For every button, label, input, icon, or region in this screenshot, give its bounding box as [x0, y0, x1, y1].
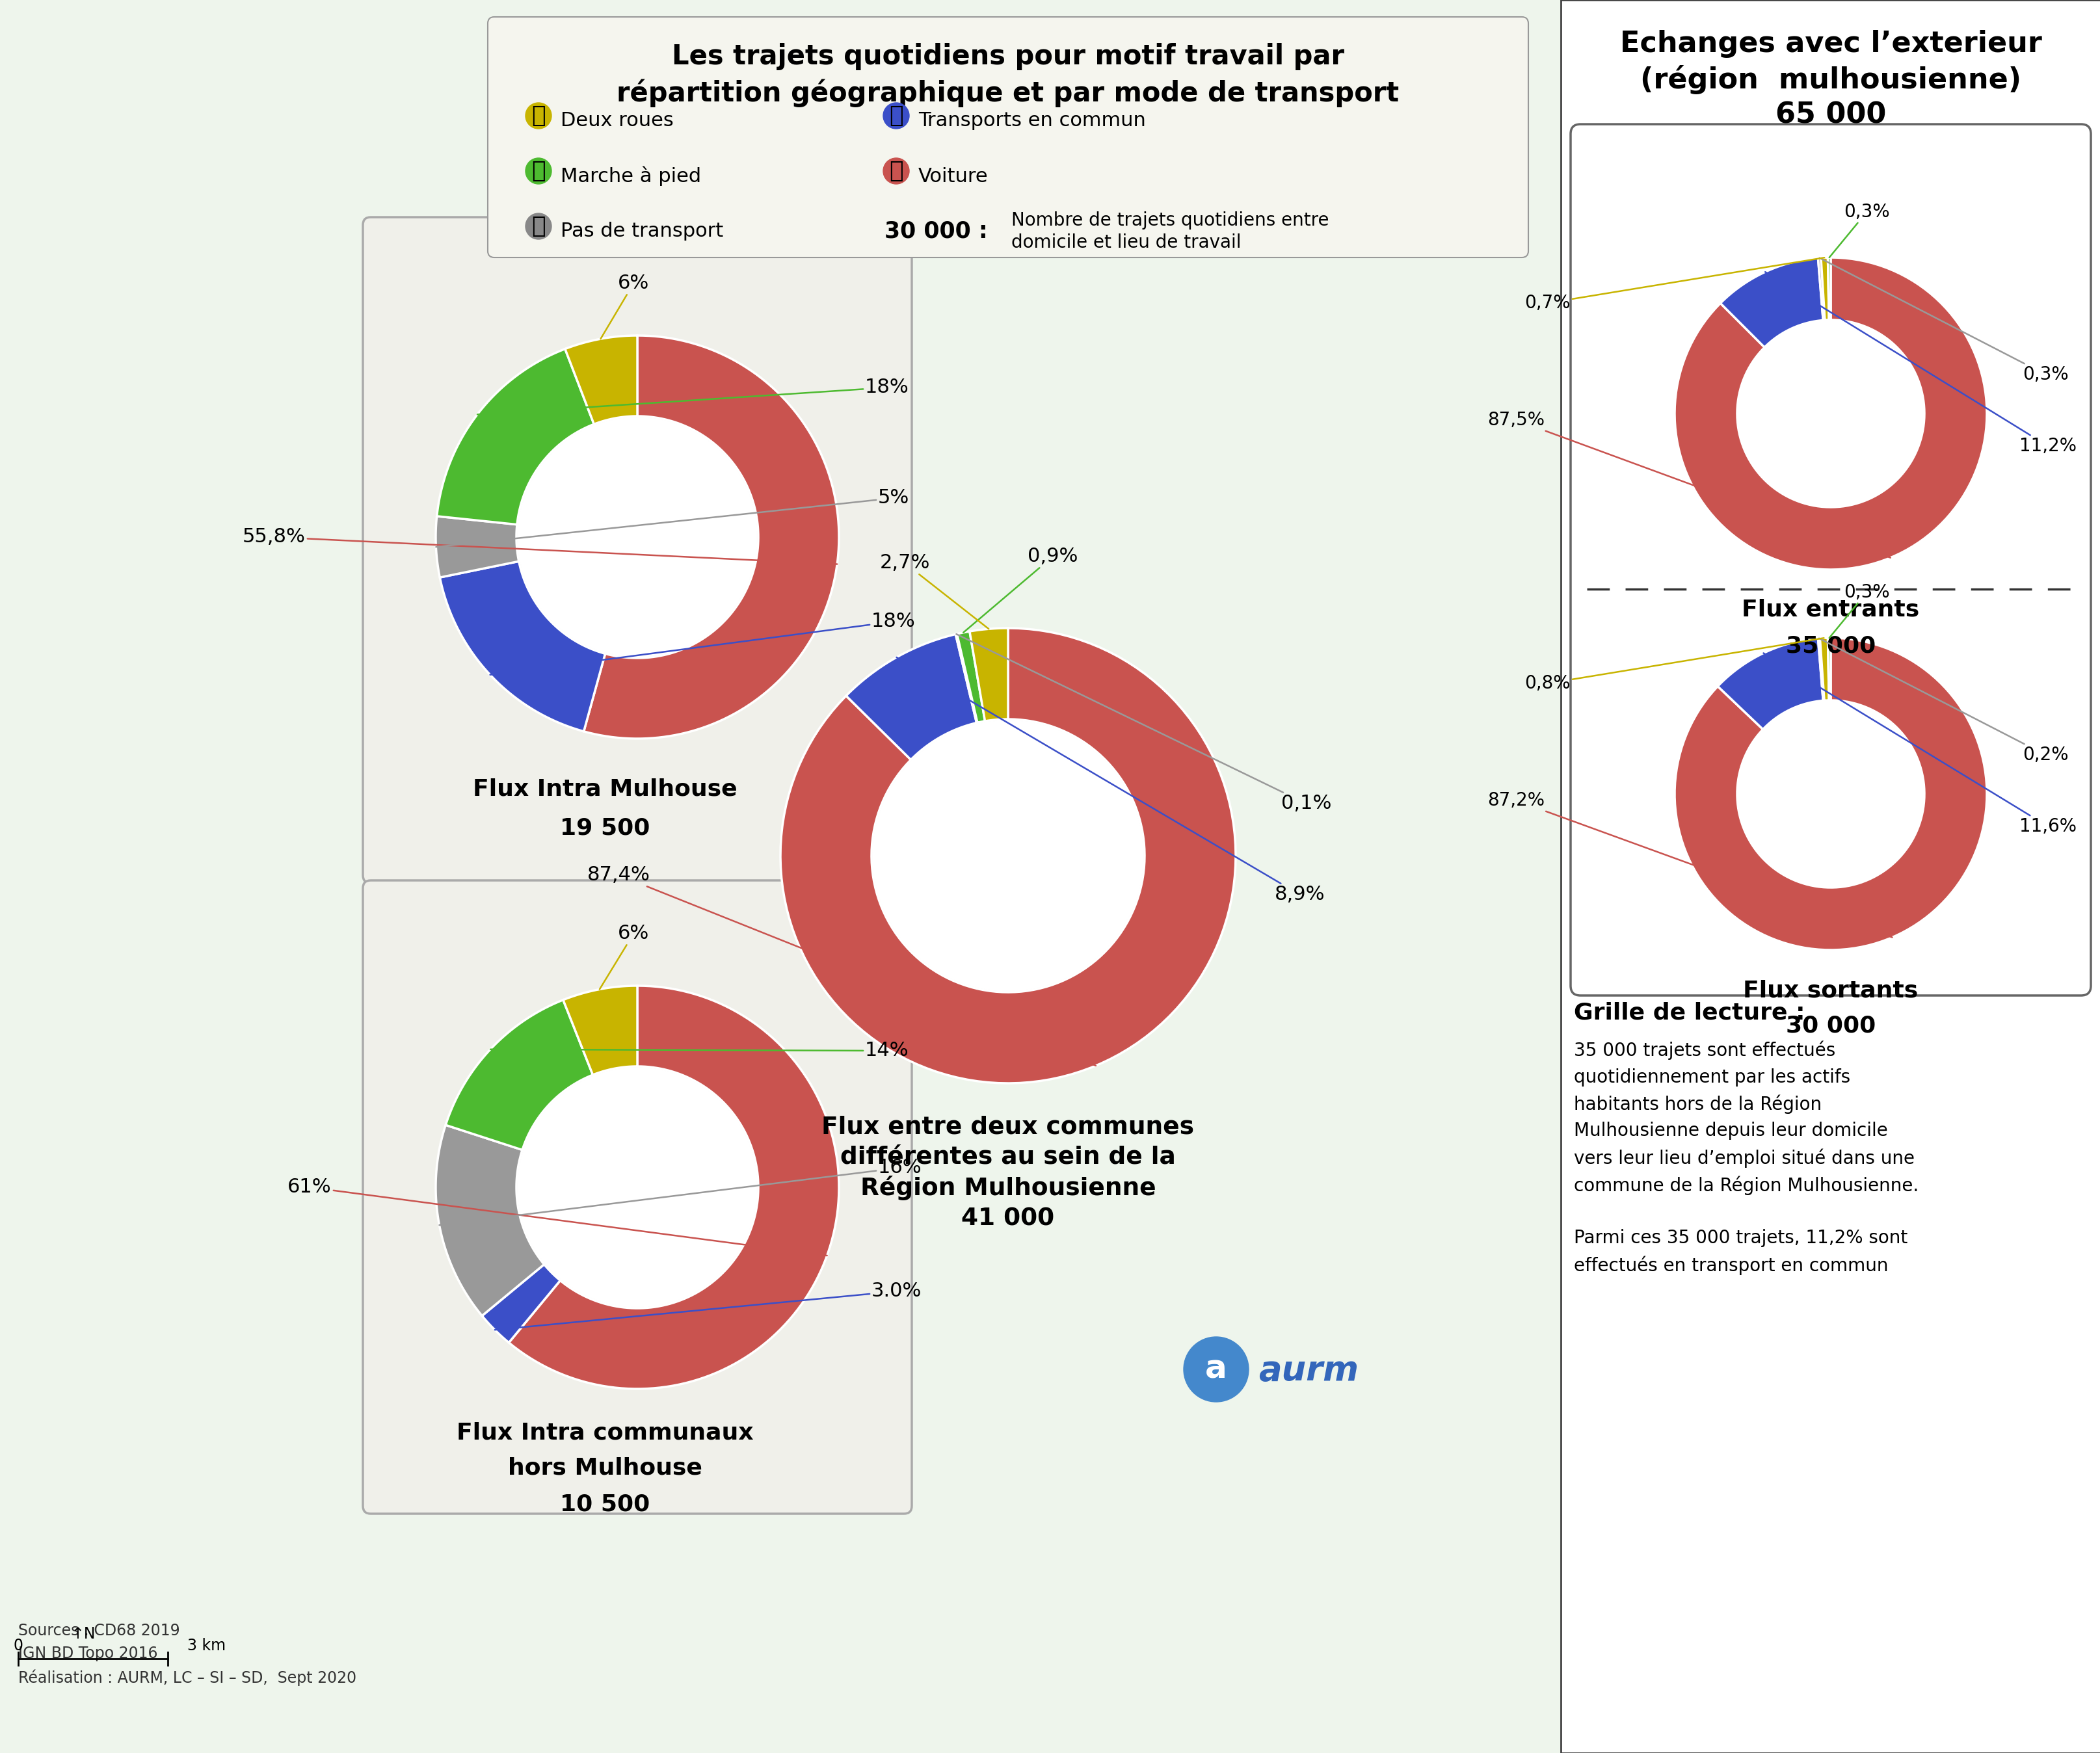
- Polygon shape: [563, 985, 636, 1075]
- Text: Grille de lecture :: Grille de lecture :: [1573, 1003, 1804, 1024]
- Text: 30 000: 30 000: [1785, 1015, 1875, 1038]
- Polygon shape: [781, 628, 1235, 1083]
- Text: 18%: 18%: [477, 379, 909, 414]
- Text: 0: 0: [13, 1637, 23, 1653]
- Text: 0,9%: 0,9%: [964, 547, 1077, 633]
- FancyBboxPatch shape: [1571, 124, 2090, 996]
- Text: 0,2%: 0,2%: [1819, 638, 2068, 764]
- Text: 6%: 6%: [598, 924, 649, 989]
- Text: 10 500: 10 500: [561, 1494, 649, 1515]
- Text: 19 500: 19 500: [561, 817, 649, 838]
- Polygon shape: [508, 985, 838, 1388]
- Text: Echanges avec l’exterieur
(région  mulhousienne)
65 000: Echanges avec l’exterieur (région mulhou…: [1619, 30, 2041, 128]
- Text: hors Mulhouse: hors Mulhouse: [508, 1457, 701, 1480]
- Text: 16%: 16%: [439, 1159, 922, 1225]
- Circle shape: [882, 103, 909, 128]
- Text: 0,1%: 0,1%: [956, 635, 1331, 813]
- Polygon shape: [1720, 258, 1823, 347]
- Polygon shape: [481, 1264, 561, 1343]
- Text: 🚗: 🚗: [888, 160, 903, 182]
- Polygon shape: [435, 1125, 544, 1317]
- Polygon shape: [1827, 638, 1831, 699]
- Polygon shape: [1674, 638, 1987, 950]
- Circle shape: [517, 417, 756, 657]
- Text: 11,6%: 11,6%: [1762, 654, 2077, 836]
- FancyBboxPatch shape: [363, 217, 911, 884]
- Circle shape: [882, 158, 909, 184]
- Text: 🚫: 🚫: [531, 216, 546, 237]
- Polygon shape: [958, 631, 985, 722]
- Text: Voiture: Voiture: [918, 167, 987, 186]
- Text: 5%: 5%: [437, 489, 909, 547]
- Circle shape: [1739, 321, 1922, 507]
- Circle shape: [525, 214, 552, 238]
- Text: Deux roues: Deux roues: [561, 112, 674, 130]
- Text: Flux Intra communaux: Flux Intra communaux: [456, 1422, 754, 1443]
- Circle shape: [1739, 701, 1922, 887]
- FancyBboxPatch shape: [487, 18, 1529, 258]
- Polygon shape: [1817, 638, 1823, 701]
- Polygon shape: [439, 561, 605, 731]
- Text: 0,8%: 0,8%: [1525, 638, 1823, 692]
- Polygon shape: [1674, 258, 1987, 570]
- Text: 35 000 trajets sont effectués
quotidiennement par les actifs
habitants hors de l: 35 000 trajets sont effectués quotidienn…: [1573, 1041, 1917, 1274]
- Text: Transports en commun: Transports en commun: [918, 112, 1145, 130]
- Polygon shape: [970, 628, 1008, 720]
- Polygon shape: [1718, 638, 1823, 729]
- Circle shape: [872, 720, 1142, 990]
- Text: 0,3%: 0,3%: [1829, 584, 1890, 638]
- Text: 🚶: 🚶: [531, 160, 546, 182]
- Text: 35 000: 35 000: [1785, 635, 1875, 657]
- Text: 87,4%: 87,4%: [588, 866, 1096, 1066]
- Text: 6%: 6%: [601, 273, 649, 338]
- Text: 3 km: 3 km: [187, 1637, 225, 1653]
- Text: 0,7%: 0,7%: [1525, 258, 1823, 312]
- Polygon shape: [445, 999, 592, 1150]
- Circle shape: [525, 158, 552, 184]
- Text: 61%: 61%: [288, 1178, 827, 1255]
- Text: 30 000 :: 30 000 :: [884, 221, 987, 242]
- Text: 3.0%: 3.0%: [496, 1281, 922, 1331]
- Text: Nombre de trajets quotidiens entre
domicile et lieu de travail: Nombre de trajets quotidiens entre domic…: [1010, 210, 1329, 252]
- Text: Pas de transport: Pas de transport: [561, 223, 722, 240]
- Text: 14%: 14%: [489, 1041, 909, 1061]
- Polygon shape: [565, 335, 636, 424]
- Polygon shape: [1827, 258, 1831, 321]
- Text: aurm: aurm: [1258, 1353, 1359, 1388]
- Text: 55,8%: 55,8%: [244, 528, 838, 564]
- Text: Les trajets quotidiens pour motif travail par
répartition géographique et par mo: Les trajets quotidiens pour motif travai…: [617, 42, 1399, 107]
- Text: 87,5%: 87,5%: [1487, 410, 1890, 557]
- Text: 87,2%: 87,2%: [1487, 791, 1892, 938]
- Text: 8,9%: 8,9%: [897, 657, 1325, 905]
- Polygon shape: [1821, 258, 1829, 321]
- Text: 11,2%: 11,2%: [1764, 272, 2077, 456]
- Text: a: a: [1205, 1353, 1226, 1385]
- Text: Flux sortants: Flux sortants: [1743, 980, 1917, 1001]
- Polygon shape: [846, 635, 977, 759]
- Polygon shape: [437, 349, 594, 524]
- Text: Flux Intra Mulhouse: Flux Intra Mulhouse: [472, 778, 737, 799]
- Bar: [1560, 0, 2100, 1753]
- Polygon shape: [956, 635, 977, 722]
- Text: ↑N: ↑N: [71, 1627, 94, 1643]
- FancyBboxPatch shape: [363, 880, 911, 1515]
- Text: 18%: 18%: [489, 612, 916, 675]
- Circle shape: [525, 103, 552, 128]
- Polygon shape: [584, 335, 838, 738]
- Text: 🚌: 🚌: [888, 105, 903, 126]
- Circle shape: [1182, 1338, 1247, 1402]
- Text: Sources : CD68 2019
IGN BD Topo 2016
Réalisation : AURM, LC – SI – SD,  Sept 202: Sources : CD68 2019 IGN BD Topo 2016 Réa…: [19, 1623, 357, 1686]
- Text: 0,3%: 0,3%: [1819, 258, 2068, 384]
- Polygon shape: [435, 515, 519, 577]
- Polygon shape: [1817, 258, 1825, 321]
- Circle shape: [517, 1068, 756, 1308]
- Text: Flux entrants: Flux entrants: [1741, 600, 1919, 621]
- Text: 🚲: 🚲: [531, 105, 546, 126]
- Text: 0,3%: 0,3%: [1829, 203, 1890, 258]
- Text: Flux entre deux communes
différentes au sein de la
Région Mulhousienne
41 000: Flux entre deux communes différentes au …: [821, 1115, 1195, 1231]
- Text: 2,7%: 2,7%: [880, 554, 989, 629]
- Polygon shape: [1819, 638, 1829, 701]
- Text: Marche à pied: Marche à pied: [561, 167, 701, 186]
